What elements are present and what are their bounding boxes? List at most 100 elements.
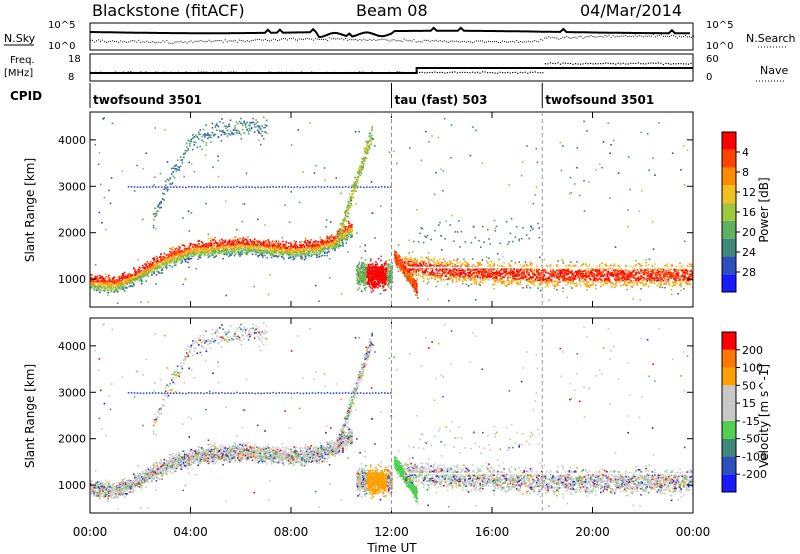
power-point (348, 228, 351, 231)
power-point (301, 253, 303, 255)
nave-point (486, 72, 489, 74)
nsearch-point (236, 41, 238, 43)
power-point (246, 253, 248, 256)
nave-point (610, 62, 612, 65)
power-point (175, 186, 178, 188)
nsearch-point (343, 39, 345, 41)
power-point (140, 269, 143, 272)
beam-label: Beam 08 (356, 1, 428, 20)
power-point (107, 289, 109, 292)
power-point (241, 124, 244, 127)
power-point (155, 212, 158, 215)
nave-point (187, 72, 190, 74)
power-point (358, 171, 360, 174)
power-point (290, 244, 292, 246)
power-point (161, 271, 163, 274)
power-point (268, 251, 271, 253)
power-point (176, 168, 179, 171)
power-point (347, 212, 350, 215)
power-point (346, 238, 349, 241)
power-point (244, 246, 247, 249)
power-point (213, 250, 215, 252)
power-point (261, 251, 264, 254)
power-point (365, 277, 367, 279)
power-point (91, 283, 93, 286)
nsearch-point (168, 42, 170, 44)
power-point (415, 282, 418, 284)
power-point (357, 279, 359, 282)
power-point (350, 186, 353, 189)
power-point (327, 244, 329, 246)
power-point (374, 271, 376, 273)
power-point (156, 270, 159, 273)
noise-tick-right-top: 10^5 (706, 20, 733, 31)
power-point (265, 119, 268, 122)
power-point (351, 223, 353, 226)
nsearch-point (278, 39, 280, 41)
nsearch-point (453, 40, 455, 42)
nsearch-point (632, 35, 634, 37)
power-point (171, 260, 173, 262)
power-point (389, 267, 392, 269)
nave-point (459, 71, 461, 74)
power-point (94, 284, 97, 286)
nsearch-point (383, 38, 385, 40)
power-point (192, 137, 194, 139)
power-point (264, 124, 266, 126)
power-point (114, 289, 117, 292)
power-point (346, 236, 349, 239)
nsearch-point (242, 40, 244, 42)
nsearch-point (282, 38, 284, 40)
nsearch-point (184, 41, 186, 43)
power-point (196, 136, 199, 138)
power-point (270, 250, 273, 252)
power-point (214, 236, 216, 239)
power-point (197, 243, 199, 245)
power-point (344, 237, 346, 240)
power-point (226, 135, 229, 137)
power-point (384, 278, 386, 280)
power-point (363, 277, 366, 279)
power-point (188, 250, 190, 252)
nave-point (492, 72, 494, 74)
power-point (206, 249, 209, 251)
power-point (216, 252, 219, 254)
power-point (117, 283, 119, 286)
power-point (119, 280, 121, 283)
power-point (227, 241, 230, 244)
power-point (320, 240, 323, 243)
power-point (388, 268, 390, 271)
nave-point (557, 62, 559, 64)
power-point (198, 138, 200, 140)
power-point (257, 186, 259, 188)
power-point (252, 247, 255, 249)
nsearch-point (686, 36, 688, 38)
power-point (375, 285, 378, 288)
power-point (413, 290, 416, 293)
power-point (400, 259, 402, 261)
nsearch-point (232, 40, 234, 42)
power-point (285, 250, 288, 252)
nave-point (587, 63, 589, 65)
nave-point (378, 72, 381, 74)
power-point (382, 280, 384, 282)
power-point (211, 131, 214, 134)
nsearch-point (178, 41, 180, 43)
nave-point (145, 71, 147, 73)
power-point (291, 254, 293, 257)
power-point (145, 271, 147, 274)
power-point (386, 267, 388, 270)
nave-point (323, 72, 325, 74)
power-point (310, 253, 313, 256)
power-point (364, 157, 366, 159)
nave-point (298, 72, 300, 74)
nsearch-point (104, 41, 106, 43)
power-point (310, 245, 313, 247)
power-point (128, 276, 130, 279)
power-point (377, 283, 380, 286)
nave-point (552, 62, 554, 65)
power-point (316, 252, 318, 255)
power-point (362, 262, 365, 264)
power-point (354, 184, 357, 186)
power-point (213, 256, 215, 259)
